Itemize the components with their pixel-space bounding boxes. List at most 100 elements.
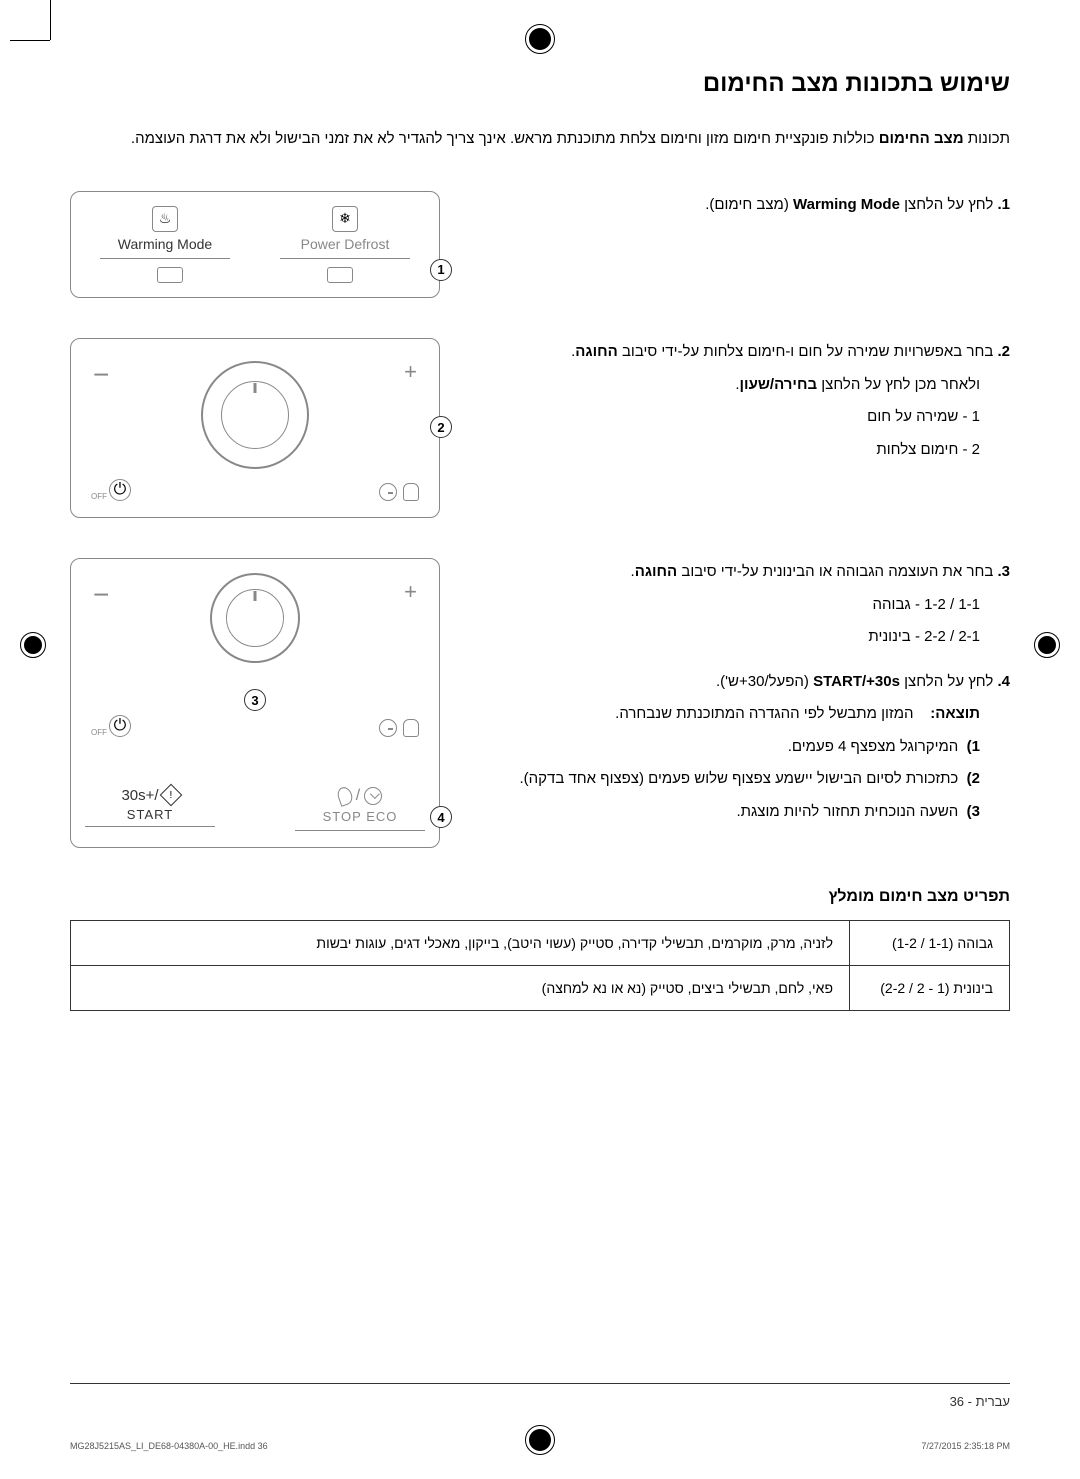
step-1-button-name: Warming Mode — [793, 196, 900, 213]
off-button-2[interactable]: ⏻ OFF — [91, 715, 131, 737]
step4-num: 4. — [997, 673, 1010, 690]
clock-icon — [379, 483, 397, 501]
row2-text: פאי, לחם, תבשילי ביצים, סטייק (נא או נא … — [71, 966, 850, 1011]
footer: עברית - 36 — [70, 1383, 1010, 1409]
step-2-row: − + ⏻ OFF 2 2. בחר באפשרויות שמירה על חו… — [70, 338, 1010, 518]
step4-btn: START/+30s — [813, 673, 900, 690]
step-3-4-row: − + 3 ⏻ OFF / — [70, 558, 1010, 848]
minus-icon: − — [93, 579, 109, 611]
panel-3-container: − + 3 ⏻ OFF / — [70, 558, 440, 848]
dial-panel: − + ⏻ OFF — [70, 338, 440, 518]
row1-label: גבוהה (1-1 / 1-2) — [850, 921, 1010, 966]
step3-a: בחר את העוצמה הגבוהה או הבינונית על-ידי … — [677, 563, 993, 580]
table-row: גבוהה (1-1 / 1-2) לזניה, מרק, מוקרמים, ת… — [71, 921, 1010, 966]
step-1-num: 1. — [997, 196, 1010, 213]
hand-icon — [403, 483, 419, 501]
diamond-icon: ! — [159, 784, 182, 807]
stop-start-row: / STOP ECO ! /+30s — [85, 787, 425, 832]
off-label: OFF — [91, 492, 107, 501]
page-number: עברית - 36 — [950, 1394, 1010, 1409]
step-2-text: 2. בחר באפשרויות שמירה על חום ו-חימום צל… — [470, 338, 1010, 518]
dial-marker — [254, 383, 257, 393]
mini-box — [327, 267, 353, 283]
intro-suffix: כוללות פונקציית חימום מזון וחימום צלחת מ… — [131, 130, 879, 147]
off-button[interactable]: ⏻ OFF — [91, 479, 131, 501]
eco-label: ECO — [366, 809, 397, 824]
r3: 3) השעה הנוכחית תחזור להיות מוצגת. — [470, 798, 980, 827]
r1-num: 1) — [967, 738, 980, 755]
step-2-opt1: 1 - שמירה על חום — [470, 403, 980, 432]
stop-eco-labels: STOP ECO — [323, 808, 398, 826]
plus-30-label: /+30s — [121, 787, 158, 804]
r1: 1) המיקרוגל מצפצף 4 פעמים. — [470, 733, 980, 762]
result-text: המזון מתבשל לפי ההגדרה המתוכנתת שנבחרה. — [615, 705, 913, 722]
r1-text: המיקרוגל מצפצף 4 פעמים. — [788, 738, 959, 755]
callout-3: 3 — [244, 689, 266, 711]
step-2-line1-bold: החוגה — [575, 343, 618, 360]
panel-1-container: ❄ Power Defrost ♨ Warming Mode 1 — [70, 191, 440, 299]
stop-eco-button[interactable]: / STOP ECO — [295, 787, 425, 832]
menu-table: גבוהה (1-1 / 1-2) לזניה, מרק, מוקרמים, ת… — [70, 920, 1010, 1011]
step-2-opt2: 2 - חימום צלחות — [470, 436, 980, 465]
step4-a: לחץ על הלחצן — [900, 673, 993, 690]
step3-opt2: 2-1 / 2-2 - בינונית — [470, 623, 980, 652]
table-title: תפריט מצב חימום מומלץ — [70, 888, 1010, 906]
step-1-row: ❄ Power Defrost ♨ Warming Mode 1 — [70, 191, 1010, 299]
intro-text: תכונות מצב החימום כוללות פונקציית חימום … — [70, 128, 1010, 151]
bottom-panel: − + 3 ⏻ OFF / — [70, 558, 440, 848]
r2-text: כתזכורת לסיום הבישול יישמע צפצוף שלוש פע… — [519, 770, 958, 787]
warming-icon: ♨ — [152, 206, 178, 232]
table-row: בינונית (1 - 2 / 2-2) פאי, לחם, תבשילי ב… — [71, 966, 1010, 1011]
step-1-prefix: לחץ על הלחצן — [900, 196, 993, 213]
step3-num: 3. — [997, 563, 1010, 580]
tiny-footer: MG28J5215AS_LI_DE68-04380A-00_HE.indd 36… — [70, 1441, 1010, 1451]
timestamp: 7/27/2015 2:35:18 PM — [921, 1441, 1010, 1451]
right-icons-2 — [379, 719, 419, 737]
right-icons — [379, 483, 419, 501]
step-2-line2a: ולאחר מכן לחץ על הלחצן — [817, 376, 980, 393]
warming-mode-label: Warming Mode — [118, 236, 212, 252]
warming-mode-button[interactable]: ♨ Warming Mode — [100, 206, 230, 260]
underline — [100, 258, 230, 260]
page: שימוש בתכונות מצב החימום תכונות מצב החימ… — [0, 0, 1080, 1479]
mode-row: ❄ Power Defrost ♨ Warming Mode — [85, 206, 425, 260]
stop-icon — [364, 787, 382, 805]
dial-marker — [254, 591, 257, 601]
step3-bold: החוגה — [635, 563, 678, 580]
dial-small[interactable] — [210, 573, 300, 663]
stop-label: STOP — [323, 809, 362, 824]
off-label-2: OFF — [91, 728, 107, 737]
underline — [85, 826, 215, 828]
indd-filename: MG28J5215AS_LI_DE68-04380A-00_HE.indd 36 — [70, 1441, 268, 1451]
eco-icon — [335, 785, 354, 807]
result-line: תוצאה: המזון מתבשל לפי ההגדרה המתוכנתת ש… — [470, 700, 980, 729]
callout-2: 2 — [430, 416, 452, 438]
step4-b: (הפעל/30+ש'). — [716, 673, 813, 690]
r3-num: 3) — [967, 803, 980, 820]
step-2-line2-bold: בחירה/שעון — [740, 376, 818, 393]
underline — [295, 830, 425, 832]
row1-text: לזניה, מרק, מוקרמים, תבשילי קדירה, סטייק… — [71, 921, 850, 966]
r3-text: השעה הנוכחית תחזור להיות מוצגת. — [736, 803, 958, 820]
dial[interactable] — [201, 361, 309, 469]
intro-bold: מצב החימום — [879, 130, 964, 147]
plus-icon: + — [404, 579, 417, 605]
step-1-text: 1. לחץ על הלחצן Warming Mode (מצב חימום)… — [470, 191, 1010, 299]
step-4: 4. לחץ על הלחצן START/+30s (הפעל/30+ש').… — [470, 668, 1010, 827]
step3-opt1: 1-1 / 1-2 - גבוהה — [470, 591, 980, 620]
minus-icon: − — [93, 359, 109, 391]
panel-2-container: − + ⏻ OFF 2 — [70, 338, 440, 518]
mini-row — [85, 267, 425, 283]
step-2-line1a: בחר באפשרויות שמירה על חום ו-חימום צלחות… — [618, 343, 994, 360]
step-3-4-text: 3. בחר את העוצמה הגבוהה או הבינונית על-י… — [470, 558, 1010, 848]
start-button[interactable]: ! /+30s START — [85, 787, 215, 832]
power-defrost-button[interactable]: ❄ Power Defrost — [280, 206, 410, 260]
mini-box — [157, 267, 183, 283]
underline — [280, 258, 410, 260]
r2-num: 2) — [967, 770, 980, 787]
stop-eco-icons: / — [338, 787, 382, 805]
clock-icon — [379, 719, 397, 737]
step-1-suffix: (מצב חימום). — [705, 196, 793, 213]
result-label: תוצאה: — [930, 705, 980, 722]
r2: 2) כתזכורת לסיום הבישול יישמע צפצוף שלוש… — [470, 765, 980, 794]
